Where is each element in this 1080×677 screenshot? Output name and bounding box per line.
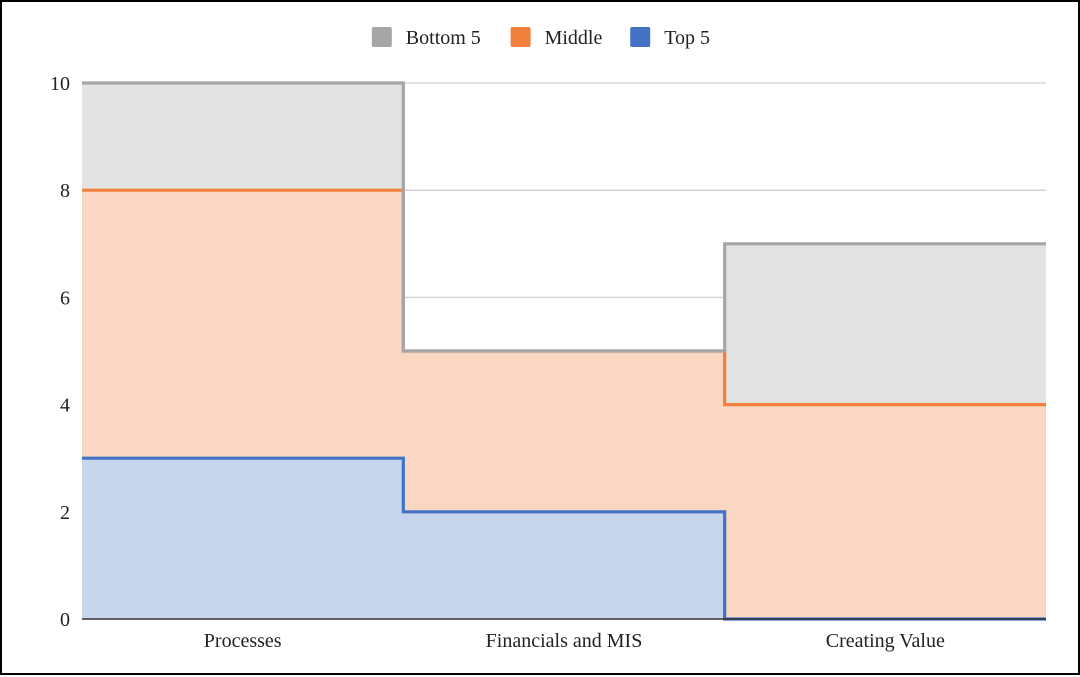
y-axis-tick-labels: 0 2 4 6 8 10 [50, 73, 70, 631]
legend: Bottom 5 Middle Top 5 [371, 27, 710, 49]
x-axis-tick-labels: Processes Financials and MIS Creating Valu… [204, 630, 945, 652]
legend-label-bottom-5: Bottom 5 [406, 27, 481, 49]
area-bottom-5 [82, 83, 1046, 405]
area-middle [82, 190, 1046, 619]
legend-swatch-top-5 [630, 27, 651, 47]
legend-label-top-5: Top 5 [664, 27, 710, 49]
legend-swatch-middle [510, 27, 531, 47]
area-top-5 [82, 458, 1046, 619]
y-tick-label-6: 6 [60, 287, 70, 309]
legend-swatch-bottom-5 [371, 27, 392, 47]
legend-item-top-5: Top 5 [630, 27, 710, 49]
legend-label-middle: Middle [545, 27, 603, 49]
y-tick-label-2: 2 [60, 502, 70, 524]
series-areas [82, 83, 1046, 619]
y-tick-label-10: 10 [50, 73, 70, 95]
y-tick-label-8: 8 [60, 180, 70, 202]
y-tick-label-4: 4 [60, 395, 70, 417]
line-bottom-5 [82, 81, 1046, 353]
legend-item-bottom-5: Bottom 5 [371, 27, 481, 49]
x-tick-label-creating-value: Creating Value [826, 630, 945, 652]
y-tick-label-0: 0 [60, 609, 70, 631]
legend-item-middle: Middle [510, 27, 603, 49]
x-tick-label-processes: Processes [204, 630, 282, 652]
x-tick-label-financials-and-mis: Financials and MIS [486, 630, 643, 652]
